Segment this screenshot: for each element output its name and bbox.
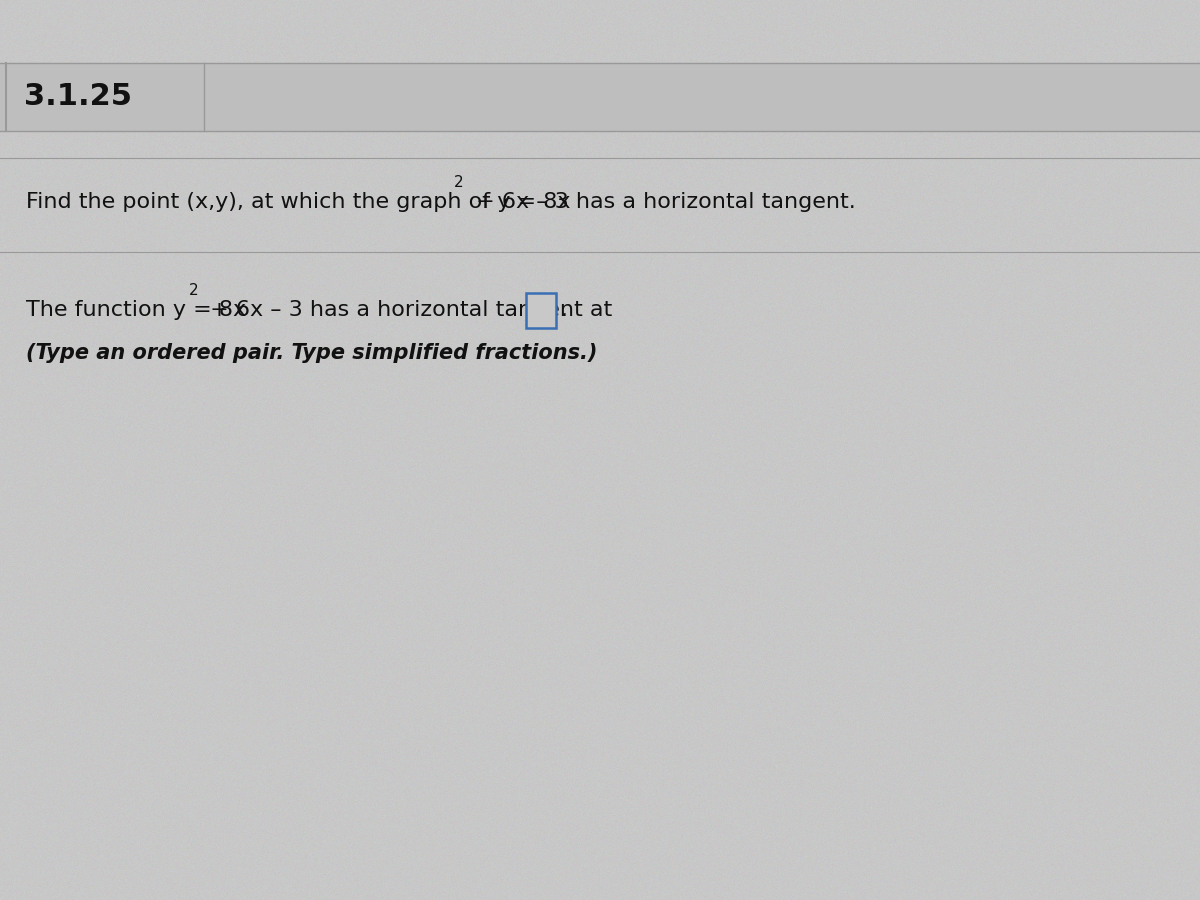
Text: .: . (560, 301, 568, 320)
FancyBboxPatch shape (0, 63, 1200, 130)
Text: Find the point (x,y), at which the graph of y = 8x: Find the point (x,y), at which the graph… (26, 193, 571, 212)
Text: + 6x – 3 has a horizontal tangent at: + 6x – 3 has a horizontal tangent at (203, 301, 613, 320)
Text: The function y = 8x: The function y = 8x (26, 301, 246, 320)
Text: 2: 2 (188, 284, 198, 298)
Text: 3.1.25: 3.1.25 (24, 82, 132, 112)
Text: + 6x – 3 has a horizontal tangent.: + 6x – 3 has a horizontal tangent. (469, 193, 856, 212)
Text: 2: 2 (454, 176, 464, 190)
FancyBboxPatch shape (526, 293, 556, 328)
Text: (Type an ordered pair. Type simplified fractions.): (Type an ordered pair. Type simplified f… (26, 343, 598, 363)
